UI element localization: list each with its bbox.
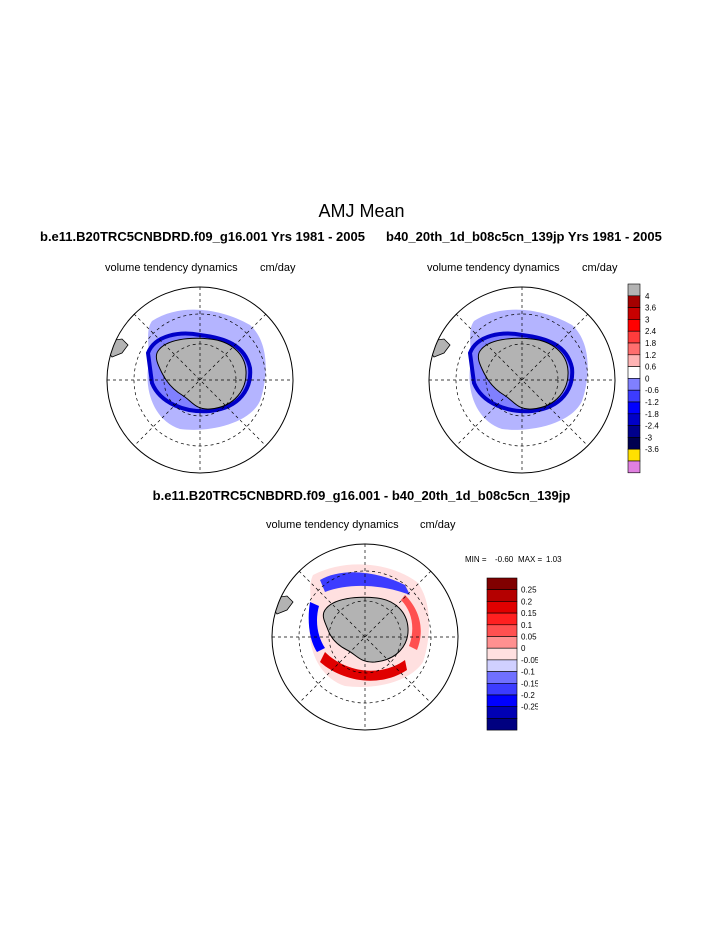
colorbar-swatch <box>486 647 518 661</box>
graticule <box>429 287 615 473</box>
colorbar-tick-label: 0.6 <box>645 363 657 372</box>
max-value: 1.03 <box>546 555 562 564</box>
colorbar-tick-label: 1.2 <box>645 351 657 360</box>
colorbar-tick-label: 3 <box>645 315 650 324</box>
panel-right-title: b40_20th_1d_b08c5cn_139jp Yrs 1981 - 200… <box>386 229 662 244</box>
colorbar-swatch <box>627 425 641 438</box>
panel-right-variable: volume tendency dynamics <box>427 262 560 274</box>
min-label: MIN = <box>465 555 487 564</box>
panel-diff-title: b.e11.B20TRC5CNBDRD.f09_g16.001 - b40_20… <box>152 488 571 503</box>
south-america-land <box>107 338 129 358</box>
south-america-land <box>272 595 294 615</box>
colorbar-tick-label: -0.2 <box>521 691 535 700</box>
colorbar-swatch <box>627 366 641 379</box>
coastal-edge <box>467 331 575 414</box>
colorbar-tick-label: -0.25 <box>521 703 538 712</box>
colorbar-swatch <box>627 319 641 332</box>
panel-right-units: cm/day <box>582 262 618 274</box>
colorbar-swatch <box>486 706 518 719</box>
colorbar-swatch <box>627 448 641 462</box>
colorbar-tick-label: 1.8 <box>645 339 657 348</box>
colorbar-swatch <box>627 389 641 403</box>
map-diff <box>271 543 459 731</box>
colorbar-swatch <box>486 624 518 637</box>
colorbar-tick-label: -0.1 <box>521 668 535 677</box>
panel-left-units: cm/day <box>260 262 296 274</box>
colorbar-tick-label: 0 <box>645 374 650 383</box>
map-border <box>106 286 294 474</box>
colorbar-swatch <box>486 601 518 614</box>
colorbar-swatch <box>627 307 641 320</box>
graticule <box>272 544 458 730</box>
antarctica-land <box>322 596 409 663</box>
colorbar-tick-label: 0.05 <box>521 633 537 642</box>
colorbar-swatch <box>486 589 518 602</box>
colorbar-tick-label: 3.6 <box>645 304 657 313</box>
colorbar-swatch <box>627 330 641 344</box>
diff-red-band-south <box>320 652 407 681</box>
colorbar-swatch <box>627 437 641 450</box>
south-america-land <box>429 338 451 358</box>
antarctica-land <box>477 337 569 410</box>
colorbar-swatch <box>486 659 518 672</box>
colorbar-tick-label: 0.15 <box>521 609 537 618</box>
coastal-edge <box>145 331 253 414</box>
diff-red-band-east <box>401 595 421 650</box>
colorbar-swatch <box>627 354 641 367</box>
colorbar-tick-label: -0.6 <box>645 386 659 395</box>
colorbar-swatch <box>486 636 518 649</box>
colorbar-swatch <box>486 718 518 731</box>
colorbar-swatch <box>486 683 518 696</box>
panel-diff-variable: volume tendency dynamics <box>266 519 399 531</box>
map-border <box>271 543 459 731</box>
panel-left-title: b.e11.B20TRC5CNBDRD.f09_g16.001 Yrs 1981… <box>40 229 365 244</box>
colorbar-tick-label: 0.1 <box>521 621 533 630</box>
colorbar-diff: 0.25 0.2 0.15 0.1 0.05 0 -0.05 -0.1 -0.15 -0.2 -0.… <box>486 577 538 731</box>
panel-diff-units: cm/day <box>420 519 456 531</box>
colorbar-swatch <box>486 577 518 590</box>
colorbar-tick-label: -3 <box>645 433 653 442</box>
colorbar-main: 4 3.6 3 2.4 1.8 1.2 0.6 0 -0.6 -1.2 -1.8 -2.4 -3 -3.6 <box>627 283 659 474</box>
colorbar-tick-label: 0 <box>521 644 526 653</box>
colorbar-swatch <box>627 413 641 426</box>
colorbar-swatch <box>627 283 641 297</box>
colorbar-tick-label: -1.2 <box>645 398 659 407</box>
colorbar-tick-label: 0.25 <box>521 586 537 595</box>
colorbar-tick-label: 2.4 <box>645 327 657 336</box>
map-left <box>106 286 294 474</box>
colorbar-swatch <box>627 342 641 356</box>
colorbar-swatch <box>627 401 641 415</box>
colorbar-tick-label: -3.6 <box>645 445 659 454</box>
min-value: -0.60 <box>495 555 514 564</box>
colorbar-tick-label: 4 <box>645 292 650 301</box>
colorbar-swatch <box>627 460 641 474</box>
colorbar-swatch <box>627 295 641 308</box>
map-right <box>428 286 616 474</box>
colorbar-swatch <box>627 378 641 391</box>
colorbar-tick-label: -1.8 <box>645 410 659 419</box>
colorbar-tick-label: -2.4 <box>645 422 659 431</box>
colorbar-swatch <box>486 671 518 684</box>
panel-left-variable: volume tendency dynamics <box>105 262 238 274</box>
diff-blue-band-west <box>308 602 325 652</box>
colorbar-tick-label: 0.2 <box>521 597 533 606</box>
map-border <box>428 286 616 474</box>
max-label: MAX = <box>518 555 543 564</box>
colorbar-swatch <box>486 694 518 707</box>
diff-blue-band-north <box>320 572 410 595</box>
antarctica-land <box>155 337 247 410</box>
graticule <box>107 287 293 473</box>
colorbar-tick-label: -0.15 <box>521 679 538 688</box>
colorbar-swatch <box>486 612 518 626</box>
colorbar-tick-label: -0.05 <box>521 656 538 665</box>
figure-title: AMJ Mean <box>318 201 405 221</box>
